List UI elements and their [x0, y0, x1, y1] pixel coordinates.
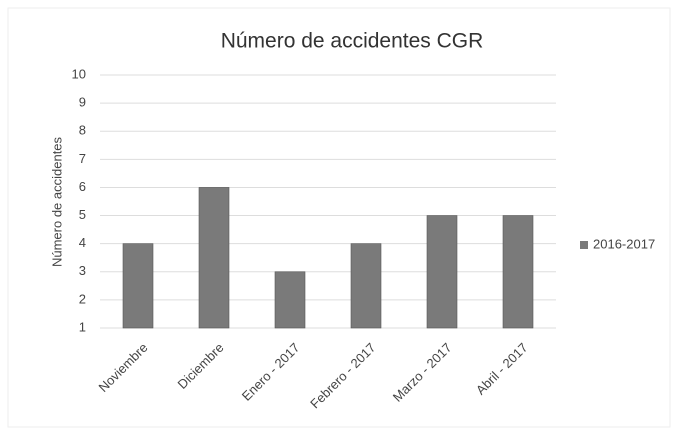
y-tick-label: 7: [79, 151, 86, 166]
bar: [274, 271, 306, 329]
y-tick-label: 2: [79, 291, 86, 306]
bar: [198, 187, 230, 329]
y-tick-label: 4: [79, 235, 86, 250]
y-tick-label: 6: [79, 179, 86, 194]
bar: [426, 215, 458, 329]
y-tick-label: 10: [72, 66, 86, 81]
y-tick-label: 3: [79, 263, 86, 278]
y-tick-label: 9: [79, 95, 86, 110]
y-tick-label: 5: [79, 207, 86, 222]
legend-label: 2016-2017: [593, 236, 655, 251]
y-tick-label: 1: [79, 319, 86, 334]
legend-swatch: [580, 241, 588, 249]
chart-frame: [7, 7, 671, 428]
bar: [350, 243, 382, 329]
y-tick-label: 8: [79, 123, 86, 138]
y-axis-label: Número de accidentes: [49, 136, 64, 267]
bar: [122, 243, 154, 329]
chart-title: Número de accidentes CGR: [221, 30, 484, 53]
bar: [502, 215, 534, 329]
